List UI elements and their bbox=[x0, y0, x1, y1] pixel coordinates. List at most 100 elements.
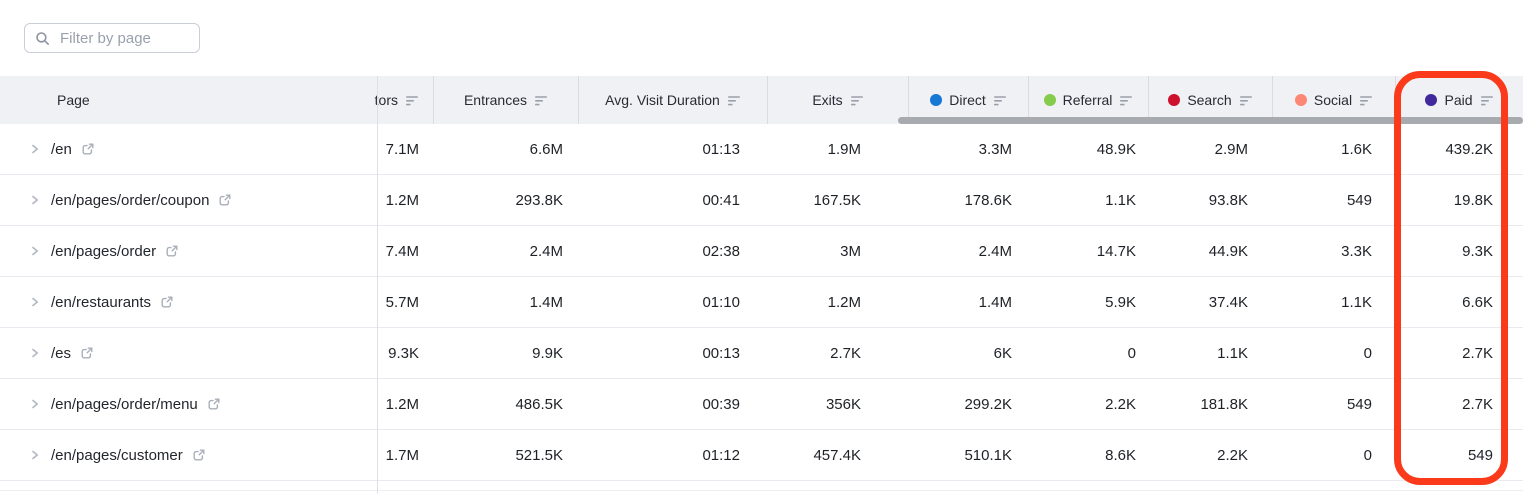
table-row: /en/pages/order/coupon 1.2M 293.8K 00:41 167… bbox=[0, 175, 1523, 226]
visitors-value: 5.7M bbox=[385, 293, 419, 311]
sort-icon[interactable] bbox=[1359, 94, 1373, 107]
horizontal-scrollbar-thumb[interactable] bbox=[898, 117, 1523, 124]
visitors-value: 1.2M bbox=[385, 395, 419, 413]
search-value: 1.1K bbox=[1217, 344, 1248, 362]
avg-visit-duration-value: 01:12 bbox=[702, 446, 740, 464]
exits-value: 2.7K bbox=[830, 344, 861, 362]
sort-icon[interactable] bbox=[850, 94, 864, 107]
paid-channel-dot-icon bbox=[1425, 94, 1438, 106]
direct-value: 299.2K bbox=[964, 395, 1012, 413]
next-row-separator bbox=[0, 490, 1523, 491]
page-link[interactable]: /en bbox=[51, 140, 72, 158]
chevron-right-icon[interactable] bbox=[28, 448, 42, 462]
chevron-right-icon[interactable] bbox=[28, 346, 42, 360]
external-link-icon[interactable] bbox=[192, 448, 206, 462]
avg-visit-duration-value: 00:13 bbox=[702, 344, 740, 362]
page-cell: /en/pages/customer bbox=[0, 447, 378, 464]
exits-value: 3M bbox=[840, 242, 861, 260]
table-row: /en/restaurants 5.7M 1.4M 01:10 1.2M 1.4M 5.9K… bbox=[0, 277, 1523, 328]
external-link-icon[interactable] bbox=[207, 397, 221, 411]
page-link[interactable]: /es bbox=[51, 344, 72, 362]
chevron-right-icon[interactable] bbox=[28, 397, 42, 411]
page-cell: /es bbox=[0, 345, 378, 362]
visitors-value: 9.3K bbox=[388, 344, 419, 362]
column-header-referral[interactable]: Referral bbox=[1028, 76, 1148, 124]
table-row: /en/pages/order 7.4M 2.4M 02:38 3M 2.4M 14.7K 4… bbox=[0, 226, 1523, 277]
column-header-entrances[interactable]: Entrances bbox=[433, 76, 578, 124]
filter-input[interactable] bbox=[58, 28, 189, 48]
sort-icon[interactable] bbox=[1480, 94, 1494, 107]
page-cell: /en bbox=[0, 141, 378, 158]
entrances-value: 1.4M bbox=[529, 293, 563, 311]
column-header-label: tors bbox=[374, 92, 398, 108]
entrances-value: 9.9K bbox=[532, 344, 563, 362]
table-body: /en 7.1M 6.6M 01:13 1.9M 3.3M 48.9K 2.9M 1.6K 439… bbox=[0, 124, 1523, 481]
social-value: 3.3K bbox=[1341, 242, 1372, 260]
avg-visit-duration-value: 00:41 bbox=[702, 191, 740, 209]
table-header-row: Page tors Entrances Avg. Visit Duration … bbox=[0, 76, 1523, 124]
search-value: 93.8K bbox=[1208, 191, 1248, 209]
column-header-visitors-truncated[interactable]: tors bbox=[374, 76, 433, 124]
column-header-label: Search bbox=[1187, 92, 1232, 108]
paid-value: 2.7K bbox=[1462, 395, 1493, 413]
entrances-value: 293.8K bbox=[515, 191, 563, 209]
external-link-icon[interactable] bbox=[165, 244, 179, 258]
column-header-label: Exits bbox=[812, 92, 843, 108]
chevron-right-icon[interactable] bbox=[28, 142, 42, 156]
column-header-direct[interactable]: Direct bbox=[908, 76, 1028, 124]
search-value: 44.9K bbox=[1208, 242, 1248, 260]
referral-value: 0 bbox=[1127, 344, 1136, 362]
column-header-page[interactable]: Page bbox=[0, 76, 378, 124]
page-cell: /en/pages/order bbox=[0, 243, 378, 260]
page-link[interactable]: /en/pages/order/coupon bbox=[51, 191, 210, 209]
column-header-search[interactable]: Search bbox=[1148, 76, 1272, 124]
exits-value: 1.2M bbox=[827, 293, 861, 311]
column-header-social[interactable]: Social bbox=[1272, 76, 1395, 124]
page-link[interactable]: /en/restaurants bbox=[51, 293, 152, 311]
page-link[interactable]: /en/pages/order bbox=[51, 242, 157, 260]
paid-value: 9.3K bbox=[1462, 242, 1493, 260]
referral-value: 14.7K bbox=[1096, 242, 1136, 260]
page-link[interactable]: /en/pages/customer bbox=[51, 446, 183, 464]
page-link[interactable]: /en/pages/order/menu bbox=[51, 395, 198, 413]
external-link-icon[interactable] bbox=[160, 295, 174, 309]
chevron-right-icon[interactable] bbox=[28, 244, 42, 258]
table-row: /en 7.1M 6.6M 01:13 1.9M 3.3M 48.9K 2.9M 1.6K 439… bbox=[0, 124, 1523, 175]
column-header-label: Social bbox=[1313, 92, 1353, 108]
filter-by-page-box[interactable] bbox=[24, 23, 200, 53]
exits-value: 356K bbox=[825, 395, 861, 413]
external-link-icon[interactable] bbox=[81, 142, 95, 156]
sort-icon[interactable] bbox=[1239, 94, 1253, 107]
column-header-label: Referral bbox=[1062, 92, 1113, 108]
paid-value: 6.6K bbox=[1462, 293, 1493, 311]
search-value: 181.8K bbox=[1200, 395, 1248, 413]
toolbar bbox=[0, 0, 1523, 76]
sort-icon[interactable] bbox=[1119, 94, 1133, 107]
frozen-column-divider bbox=[377, 76, 378, 494]
social-value: 549 bbox=[1346, 395, 1372, 413]
column-header-exits[interactable]: Exits bbox=[767, 76, 908, 124]
external-link-icon[interactable] bbox=[218, 193, 232, 207]
page-cell: /en/pages/order/menu bbox=[0, 396, 378, 413]
referral-channel-dot-icon bbox=[1043, 94, 1056, 106]
avg-visit-duration-value: 02:38 bbox=[702, 242, 740, 260]
sort-icon[interactable] bbox=[405, 94, 419, 107]
sort-icon[interactable] bbox=[727, 94, 741, 107]
chevron-right-icon[interactable] bbox=[28, 193, 42, 207]
search-value: 2.9M bbox=[1214, 140, 1248, 158]
avg-visit-duration-value: 00:39 bbox=[702, 395, 740, 413]
table-row: /en/pages/customer 1.7M 521.5K 01:12 457.4K 5… bbox=[0, 430, 1523, 481]
external-link-icon[interactable] bbox=[80, 346, 94, 360]
column-header-label: Page bbox=[57, 92, 90, 108]
entrances-value: 521.5K bbox=[515, 446, 563, 464]
sort-icon[interactable] bbox=[993, 94, 1007, 107]
exits-value: 167.5K bbox=[813, 191, 861, 209]
page-cell: /en/restaurants bbox=[0, 294, 378, 311]
column-header-label: Paid bbox=[1444, 92, 1473, 108]
sort-icon[interactable] bbox=[534, 94, 548, 107]
paid-value: 549 bbox=[1467, 446, 1493, 464]
exits-value: 457.4K bbox=[813, 446, 861, 464]
chevron-right-icon[interactable] bbox=[28, 295, 42, 309]
column-header-avg-visit-duration[interactable]: Avg. Visit Duration bbox=[578, 76, 767, 124]
